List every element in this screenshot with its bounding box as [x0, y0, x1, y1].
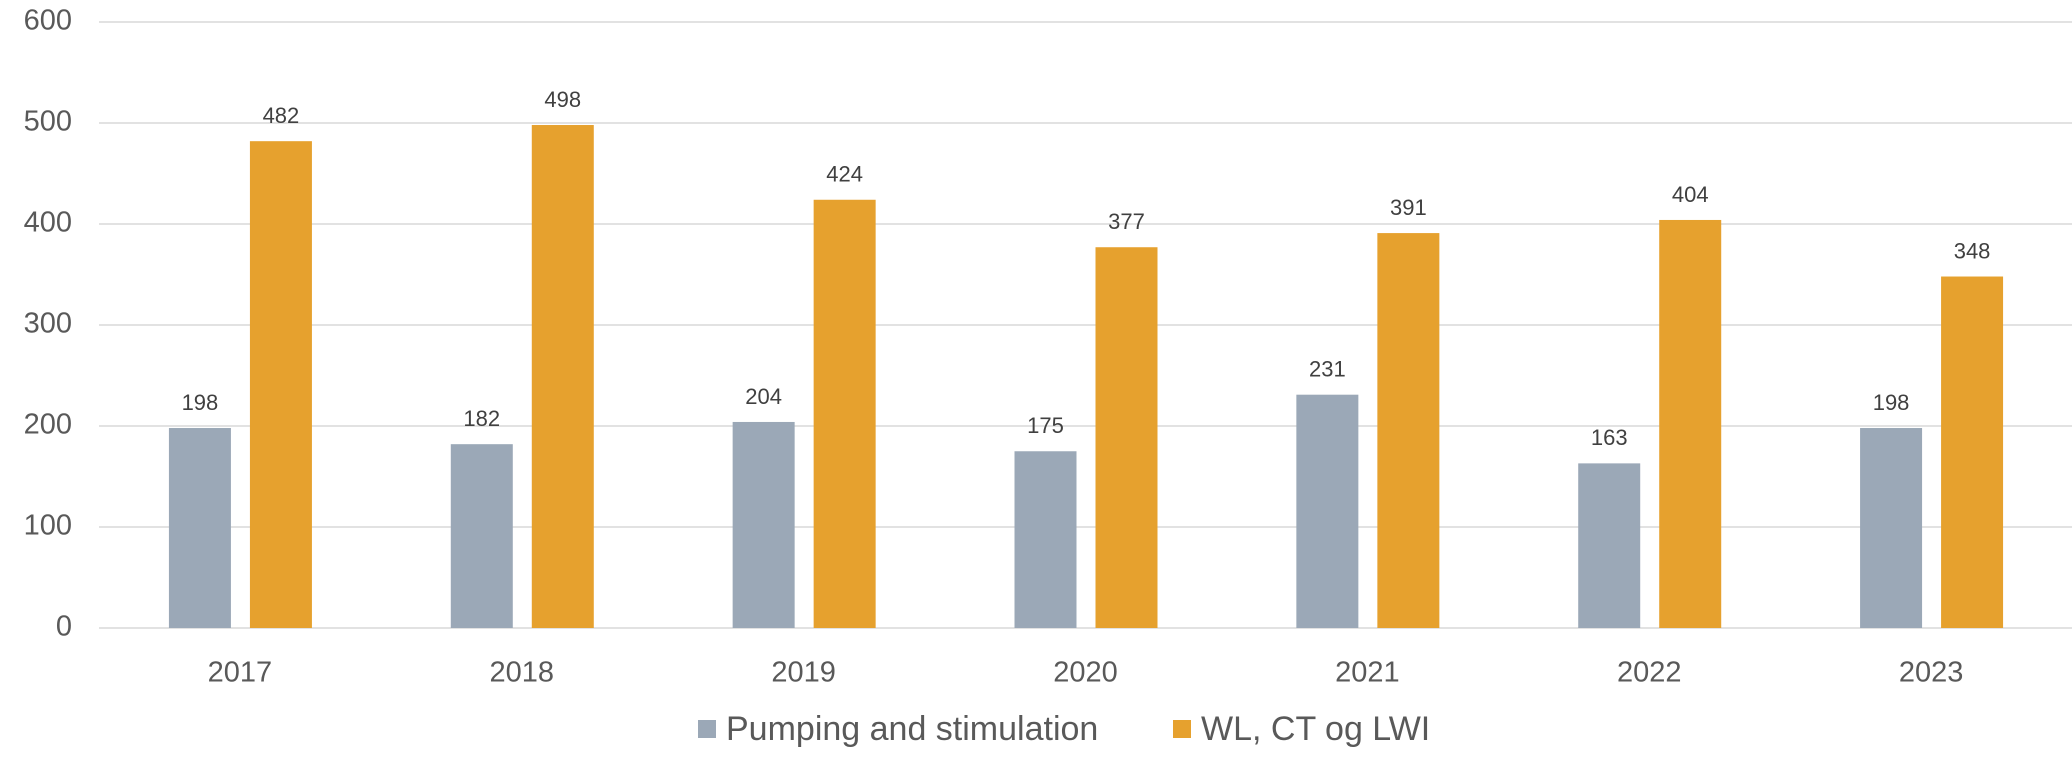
x-tick-label: 2017 — [208, 657, 273, 689]
data-label: 482 — [263, 103, 300, 128]
bar — [168, 428, 231, 628]
bar — [1014, 451, 1077, 628]
data-label: 198 — [182, 390, 219, 415]
legend-label: Pumping and stimulation — [726, 710, 1098, 748]
data-label: 391 — [1390, 195, 1427, 220]
bar — [1095, 247, 1158, 629]
bar — [1659, 219, 1722, 628]
data-label: 404 — [1672, 182, 1709, 207]
bar — [1941, 276, 2004, 628]
x-tick-label: 2022 — [1617, 657, 1682, 689]
legend-swatch — [698, 720, 716, 738]
x-tick-label: 2019 — [771, 657, 836, 689]
bar — [249, 141, 312, 628]
bar — [1860, 428, 1923, 628]
data-label: 175 — [1027, 413, 1064, 438]
data-label: 348 — [1954, 238, 1991, 263]
bar — [813, 199, 876, 628]
legend-label: WL, CT og LWI — [1201, 710, 1430, 748]
bar — [1578, 463, 1641, 628]
bar — [531, 125, 594, 629]
y-tick-label: 200 — [24, 409, 72, 441]
y-tick-label: 600 — [24, 5, 72, 37]
data-label: 424 — [826, 162, 863, 187]
data-label: 198 — [1873, 390, 1910, 415]
y-tick-label: 400 — [24, 207, 72, 239]
y-tick-label: 100 — [24, 510, 72, 542]
bar — [732, 421, 795, 628]
data-label: 377 — [1108, 209, 1145, 234]
data-label: 182 — [463, 406, 500, 431]
legend-swatch — [1173, 720, 1191, 738]
data-label: 231 — [1309, 357, 1346, 382]
y-tick-label: 500 — [24, 106, 72, 138]
bar — [1296, 394, 1359, 628]
data-label: 204 — [745, 384, 782, 409]
x-tick-label: 2018 — [490, 657, 555, 689]
bar — [1377, 233, 1440, 628]
data-label: 498 — [544, 87, 581, 112]
y-tick-label: 0 — [56, 611, 72, 643]
x-tick-label: 2023 — [1899, 657, 1964, 689]
x-tick-label: 2021 — [1335, 657, 1400, 689]
x-tick-label: 2020 — [1053, 657, 1118, 689]
data-label: 163 — [1591, 425, 1628, 450]
y-tick-label: 300 — [24, 308, 72, 340]
bar — [450, 444, 513, 628]
